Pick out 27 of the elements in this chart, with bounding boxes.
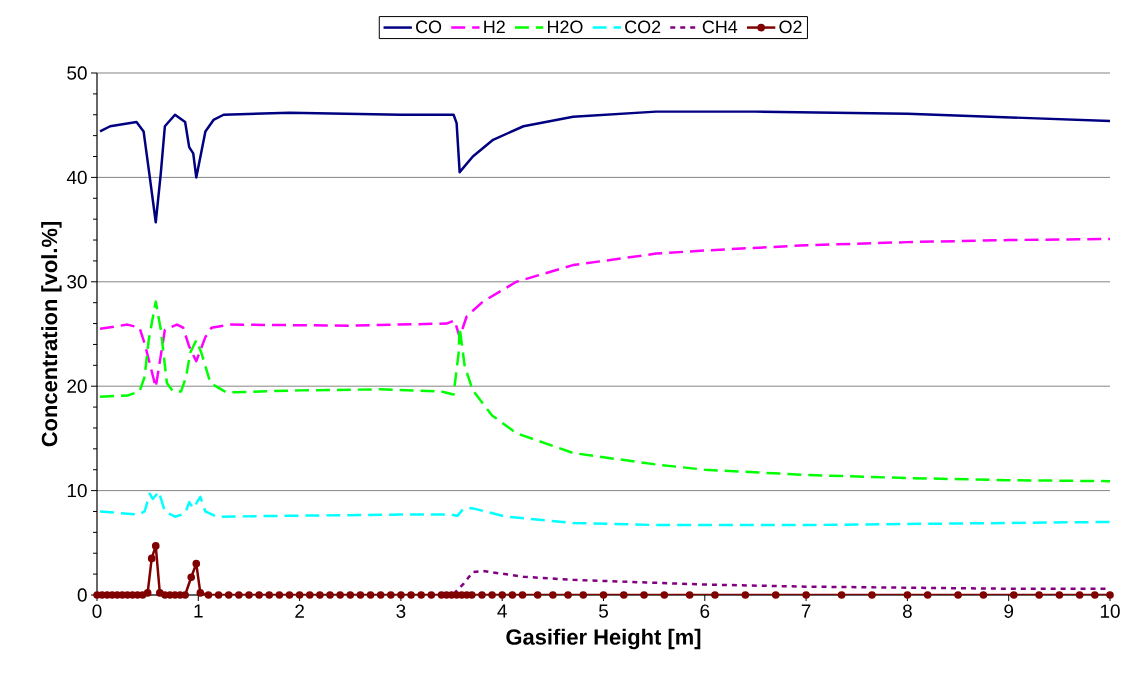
legend-label: CH4 xyxy=(702,20,738,34)
y-axis-title: Concentration [vol.%] xyxy=(41,222,62,447)
x-tick-label: 7 xyxy=(801,604,811,618)
x-tick-label: 4 xyxy=(497,604,507,618)
y-tick-label: 10 xyxy=(67,483,87,498)
legend-label: H2 xyxy=(484,20,505,34)
x-tick-label: 0 xyxy=(92,604,102,618)
y-tick-label: 0 xyxy=(77,588,87,602)
x-tick-label: 10 xyxy=(1100,604,1120,618)
x-tick-label: 1 xyxy=(194,604,203,618)
line-series xyxy=(98,300,1110,483)
legend-label: CO xyxy=(416,20,442,34)
legend-label: O2 xyxy=(779,20,802,34)
y-tick-label: 20 xyxy=(67,379,87,393)
x-tick-label: 8 xyxy=(902,604,912,618)
x-axis-title: Gasifier Height [m] xyxy=(506,628,701,650)
legend-label: H2O xyxy=(548,20,583,34)
x-tick-label: 2 xyxy=(295,604,304,618)
x-tick-label: 9 xyxy=(1004,604,1014,618)
legend-label: CO2 xyxy=(625,20,661,34)
y-tick-label: 40 xyxy=(66,170,87,185)
x-tick-label: 6 xyxy=(700,604,710,618)
x-tick-label: 3 xyxy=(396,604,406,618)
x-tick-label: 5 xyxy=(598,604,608,618)
y-tick-label: 50 xyxy=(67,66,87,80)
line-series xyxy=(98,110,1110,224)
y-tick-label: 30 xyxy=(67,275,87,289)
